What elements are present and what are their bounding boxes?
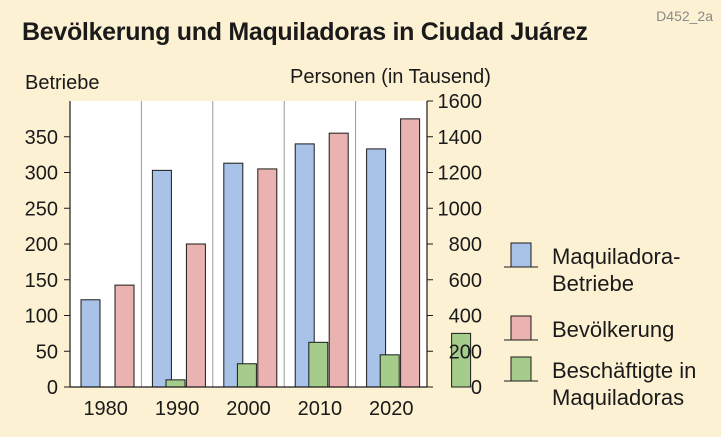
x-tick-label: 2020 [369,398,414,420]
legend-label: Beschäftigte in [552,358,696,383]
right-tick-label: 1400 [438,127,483,149]
bar-3-1990 [236,363,257,388]
right-tick-label: 0 [471,377,482,399]
bar-2-2020 [400,118,421,388]
left-tick-label: 50 [36,341,58,363]
bar-3-2010 [379,354,400,388]
left-tick-label: 100 [25,306,58,328]
bar-3-2020 [451,332,472,388]
x-tick-label: 2000 [226,398,271,420]
right-tick-label: 1600 [438,91,483,113]
chart-title: Bevölkerung und Maquiladoras in Ciudad J… [22,18,588,46]
left-tick-label: 250 [25,198,58,220]
left-axis-label: Betriebe [25,72,100,94]
left-tick-label: 0 [47,377,58,399]
right-tick-label: 200 [449,341,482,363]
right-tick-label: 1000 [438,198,483,220]
left-tick-label: 300 [25,163,58,185]
bar-2-2010 [328,132,349,388]
right-tick-label: 600 [449,270,482,292]
bar-3-2000 [308,341,329,388]
bar-1-2020 [366,148,387,388]
bar-2-2000 [257,168,278,388]
legend-swatch-2 [510,315,532,341]
left-tick-label: 200 [25,234,58,256]
bar-3-1980 [165,379,186,388]
x-tick-label: 1980 [83,398,128,420]
legend-label: Maquiladoras [552,385,684,410]
x-tick-label: 2010 [298,398,343,420]
bar-2-1990 [185,243,206,388]
right-tick-label: 400 [449,306,482,328]
legend-swatch-3 [510,356,532,382]
right-tick-label: 1200 [438,163,483,185]
legend-label: Betriebe [552,271,634,296]
right-tick-label: 800 [449,234,482,256]
figure-code: D452_2a [656,8,713,24]
left-tick-label: 150 [25,270,58,292]
x-tick-label: 1990 [155,398,200,420]
legend-label: Maquiladora- [552,244,680,269]
bar-1-1980 [80,299,101,388]
right-axis-label: Personen (in Tausend) [290,66,491,88]
legend-label: Bevölkerung [552,317,674,342]
bar-1-2000 [223,162,244,388]
bar-1-1990 [151,169,172,388]
left-tick-label: 350 [25,127,58,149]
bar-2-1980 [114,284,135,388]
legend-swatch-1 [510,242,532,268]
